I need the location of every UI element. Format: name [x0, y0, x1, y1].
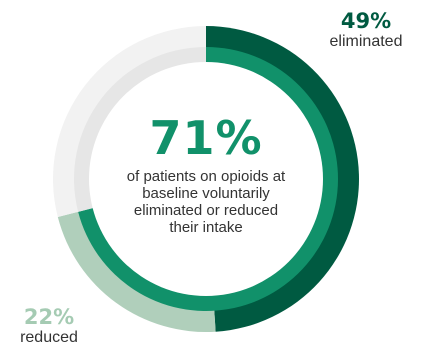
reduced-percent-label: 22%: [23, 305, 75, 329]
eliminated-callout: 49% eliminated: [318, 9, 414, 51]
headline-description: of patients on opioids at baseline volun…: [126, 168, 286, 236]
headline-percent: 71%: [149, 111, 263, 165]
center-summary: 71% of patients on opioids at baseline v…: [82, 112, 330, 236]
reduced-label: reduced: [20, 329, 78, 346]
reduced-callout: 22% reduced: [8, 305, 90, 347]
eliminated-percent-label: 49%: [340, 9, 392, 33]
donut-hole: [89, 62, 323, 296]
eliminated-label: eliminated: [329, 33, 403, 50]
